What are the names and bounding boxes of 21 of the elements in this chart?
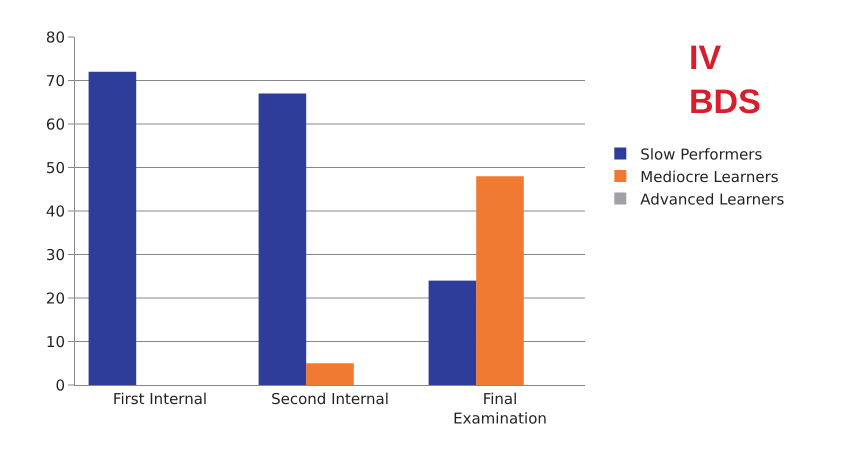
- y-tick-label: 40: [46, 202, 65, 220]
- x-tick-label: First Internal: [112, 390, 208, 408]
- x-tick-label: Final Examination: [453, 390, 547, 428]
- y-tick-label: 80: [46, 28, 65, 46]
- y-tick-label: 60: [46, 115, 65, 134]
- y-tick-label: 10: [46, 332, 65, 351]
- y-tick-label: 70: [46, 72, 65, 90]
- y-tick-label: 0: [55, 376, 65, 394]
- bar: [306, 363, 354, 385]
- y-tick-label: 30: [46, 246, 65, 264]
- bar: [88, 72, 136, 385]
- y-tick-label: 20: [46, 289, 65, 308]
- bar: [428, 280, 476, 385]
- bar: [258, 94, 306, 385]
- legend-label: Slow Performers: [640, 145, 762, 164]
- bar: [476, 176, 524, 385]
- text: IV BDS: [689, 39, 761, 122]
- legend-label: Mediocre Learners: [640, 168, 779, 186]
- y-tick-label: 50: [46, 158, 65, 177]
- x-tick-label: Second Internal: [271, 390, 389, 408]
- legend-label: Advanced Learners: [640, 190, 784, 208]
